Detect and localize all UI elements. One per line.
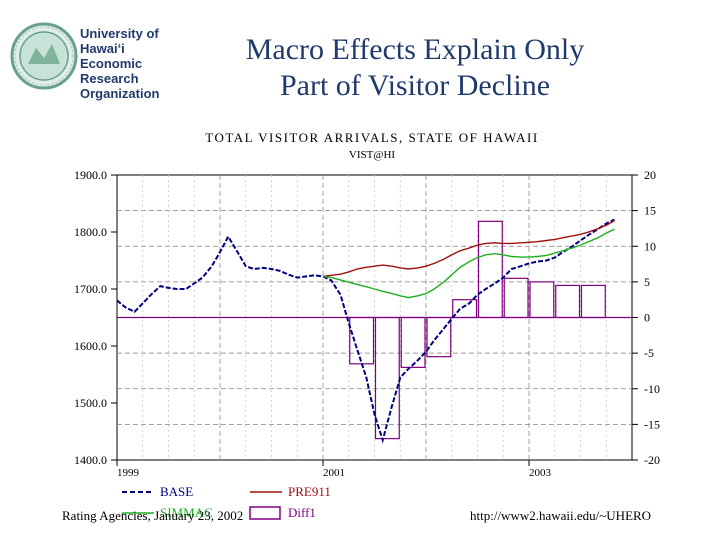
- logo-line: Hawai‘i: [80, 41, 125, 56]
- left-tick-label: 1400.0: [74, 453, 107, 467]
- left-tick-label: 1600.0: [74, 339, 107, 353]
- right-tick-label: -5: [644, 346, 654, 360]
- right-tick-label: 10: [644, 239, 656, 253]
- diff-bar: [477, 220, 503, 319]
- university-seal-icon: [10, 22, 78, 90]
- slide-title-line1: Macro Effects Explain Only: [245, 33, 585, 66]
- x-tick-label: 2003: [529, 467, 552, 479]
- legend-label: PRE911: [288, 484, 331, 499]
- right-tick-label: 15: [644, 204, 656, 218]
- series-line: [116, 218, 615, 444]
- right-tick-label: -20: [644, 453, 660, 467]
- diff-bar: [400, 316, 426, 368]
- x-tick-label: 2001: [323, 467, 345, 479]
- right-tick-label: 5: [644, 275, 650, 289]
- series-lines: [116, 218, 615, 444]
- logo-line: Economic: [80, 56, 143, 71]
- footer-right: http://www2.hawaii.edu/~UHERO: [470, 508, 652, 523]
- logo-line: Research: [80, 71, 139, 86]
- diff-bar: [555, 284, 581, 319]
- uhero-logo: University of Hawai‘i Economic Research …: [10, 12, 180, 104]
- logo-text: University of Hawai‘i Economic Research …: [80, 26, 159, 101]
- left-tick-label: 1700.0: [74, 282, 107, 296]
- left-tick-label: 1800.0: [74, 225, 107, 239]
- diff-bar: [452, 299, 478, 319]
- series-line: [322, 219, 615, 278]
- slide-title-line2: Part of Visitor Decline: [279, 69, 551, 102]
- right-tick-label: 20: [644, 168, 656, 182]
- series-line: [322, 228, 615, 299]
- legend-label: SIMMAC: [160, 505, 213, 520]
- right-tick-label: -10: [644, 382, 660, 396]
- legend-swatch: [249, 506, 281, 520]
- right-tick-label: 0: [644, 311, 650, 325]
- left-tick-label: 1500.0: [74, 396, 107, 410]
- diff-bar: [426, 316, 452, 358]
- chart-title: TOTAL VISITOR ARRIVALS, STATE OF HAWAII: [205, 130, 538, 145]
- x-tick-label: 1999: [117, 467, 140, 479]
- chart-subtitle: VIST@HI: [349, 149, 396, 161]
- chart-legend: BASE PRE911 SIMMAC Diff1: [122, 484, 331, 520]
- left-tick-label: 1900.0: [74, 168, 107, 182]
- slide-title: Macro Effects Explain Only Part of Visit…: [190, 32, 640, 104]
- logo-line: Organization: [80, 86, 160, 101]
- footer-left: Rating Agencies, January 23, 2002: [62, 508, 244, 523]
- diff-bars: [117, 220, 632, 440]
- diff-bar: [503, 277, 529, 319]
- legend-label: BASE: [160, 484, 193, 499]
- right-tick-label: -15: [644, 417, 660, 431]
- diff-bar: [529, 281, 555, 319]
- legend-label: Diff1: [288, 505, 316, 520]
- diff-bar: [580, 284, 606, 319]
- chart-axes: 20 15 10 5 0 -5 -10 -15 -20 1900.0 1800.0 1700.0 160…: [74, 168, 660, 479]
- logo-line: University of: [80, 26, 159, 41]
